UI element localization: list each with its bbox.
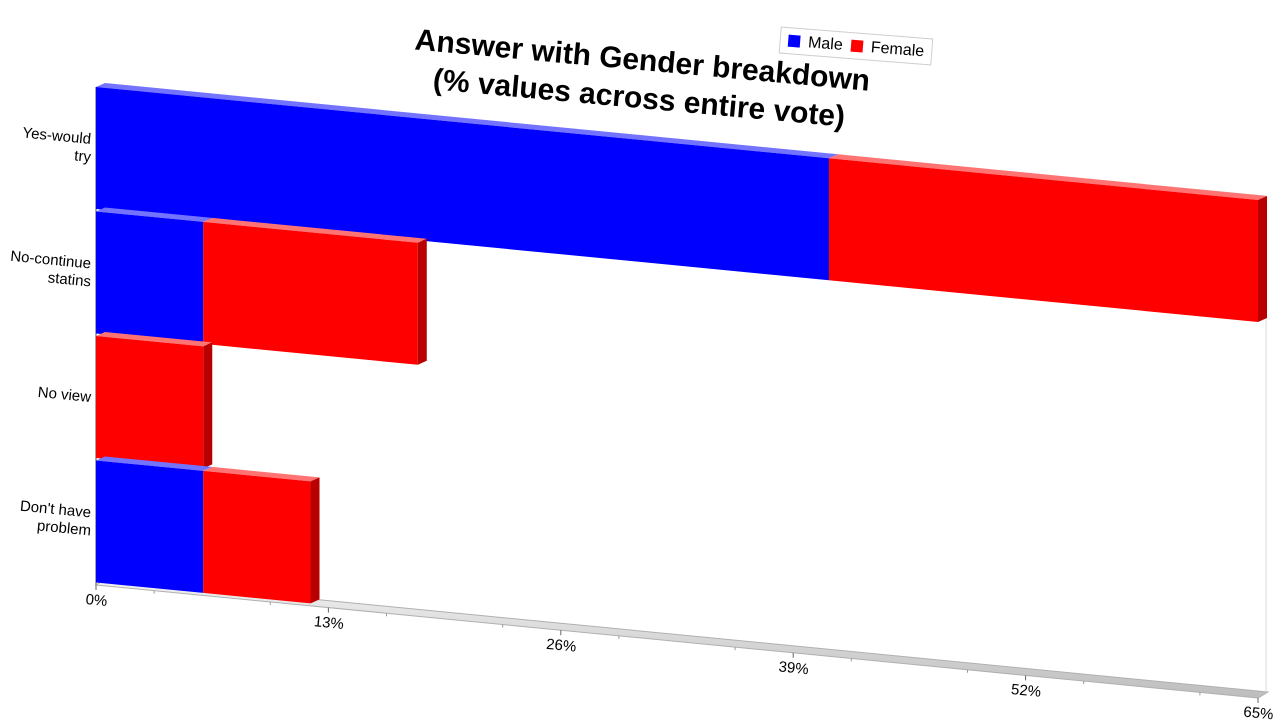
bar-female-3-side (310, 477, 320, 604)
x-ticks-group: 0% 13% 26% 39% 52% 65% (85, 585, 1274, 720)
category-label: try (74, 147, 93, 166)
bars-group (96, 83, 1267, 604)
bar-female-3 (203, 470, 311, 604)
legend-label-female: Female (870, 39, 925, 60)
bar-male-1-top (96, 207, 213, 222)
x-tick-label: 13% (313, 613, 345, 633)
bar-male-0 (96, 87, 829, 281)
bar-male-0-top (96, 83, 838, 159)
category-label: statins (47, 269, 92, 290)
bar-female-2-side (203, 342, 213, 469)
bar-male-3 (96, 460, 204, 593)
x-tick-label: 39% (778, 658, 810, 678)
category-label: problem (36, 517, 92, 539)
x-tick-label: 65% (1243, 704, 1275, 720)
legend: Male Female (778, 26, 934, 66)
bar-female-2 (96, 336, 204, 469)
category-label: Don't have (19, 498, 92, 522)
x-tick-label: 52% (1010, 681, 1042, 701)
bar-female-1 (203, 221, 418, 365)
bar-male-1 (96, 211, 204, 344)
bar-female-0-side (1258, 196, 1267, 322)
category-label: Yes-would (22, 124, 92, 148)
bar-female-2-top (96, 332, 213, 347)
bar-female-0 (828, 158, 1258, 322)
legend-swatch-female (850, 39, 864, 53)
category-label: No view (37, 384, 92, 406)
x-tick-label: 26% (545, 636, 577, 656)
x-tick-label: 0% (85, 591, 108, 610)
bar-male-3-top (96, 456, 213, 471)
bar-female-1-side (417, 238, 427, 365)
legend-swatch-male (787, 34, 801, 48)
bar-female-1-top (203, 217, 427, 243)
bar-female-3-top (203, 466, 320, 482)
legend-label-male: Male (807, 34, 843, 54)
bar-female-0-top (828, 154, 1267, 200)
